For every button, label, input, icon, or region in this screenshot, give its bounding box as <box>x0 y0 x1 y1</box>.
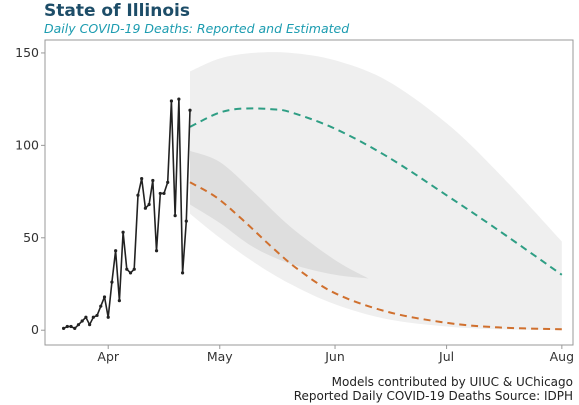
reported-point <box>132 267 136 271</box>
reported-point <box>73 326 77 330</box>
reported-point <box>91 315 95 319</box>
y-tick-label: 100 <box>15 137 39 152</box>
projection-upper-line <box>189 107 563 276</box>
band-inner <box>190 150 369 279</box>
y-axis: 0 50 100 150 <box>15 45 45 337</box>
reported-point <box>84 315 88 319</box>
reported-point <box>188 108 192 112</box>
x-tick-label: Aug <box>550 349 574 364</box>
models-credit: Models contributed by UIUC & UChicago <box>331 375 573 389</box>
reported-point <box>65 324 69 329</box>
y-tick-label: 150 <box>15 45 39 60</box>
reported-point <box>128 271 133 275</box>
reported-point <box>180 271 185 275</box>
projection-lower-line <box>189 181 562 331</box>
reported-point <box>169 99 174 103</box>
reported-point <box>173 214 177 218</box>
reported-point <box>166 180 170 184</box>
confidence-bands <box>190 52 562 331</box>
y-tick-label: 0 <box>31 322 39 337</box>
reported-point <box>117 299 121 303</box>
reported-point <box>125 267 129 271</box>
reported-point <box>136 193 140 197</box>
reported-point <box>162 191 166 196</box>
reported-point <box>69 324 73 329</box>
x-tick-label: Jun <box>324 349 345 364</box>
x-tick-label: Jul <box>438 349 454 364</box>
x-tick-label: May <box>207 349 233 364</box>
reported-point <box>121 230 125 234</box>
reported-point <box>140 177 144 181</box>
plot-border <box>44 39 574 346</box>
reported-point <box>102 295 107 299</box>
reported-point <box>154 249 159 253</box>
reported-point <box>158 191 162 196</box>
x-tick-label: Apr <box>97 349 119 364</box>
reported-point <box>80 319 84 323</box>
reported-point <box>177 97 181 101</box>
plot-frame <box>44 39 574 346</box>
y-tick-label: 50 <box>23 230 39 245</box>
reported-point <box>95 313 99 318</box>
reported-deaths-line <box>63 98 191 330</box>
data-source: Reported Daily COVID-19 Deaths Source: I… <box>293 389 573 403</box>
reported-point <box>114 249 118 253</box>
series-lines <box>61 97 563 331</box>
reported-point <box>88 323 92 327</box>
x-axis: Apr May Jun Jul Aug <box>97 345 574 364</box>
reported-point <box>61 326 66 330</box>
reported-point <box>106 315 110 319</box>
reported-point <box>151 178 155 183</box>
reported-point <box>99 304 103 308</box>
chart-title: State of Illinois <box>44 1 190 21</box>
reported-point <box>184 219 188 223</box>
reported-point <box>147 202 151 207</box>
reported-point <box>143 206 147 210</box>
chart-subtitle: Daily COVID-19 Deaths: Reported and Esti… <box>44 21 350 36</box>
reported-point <box>110 280 114 284</box>
reported-point <box>76 323 81 327</box>
